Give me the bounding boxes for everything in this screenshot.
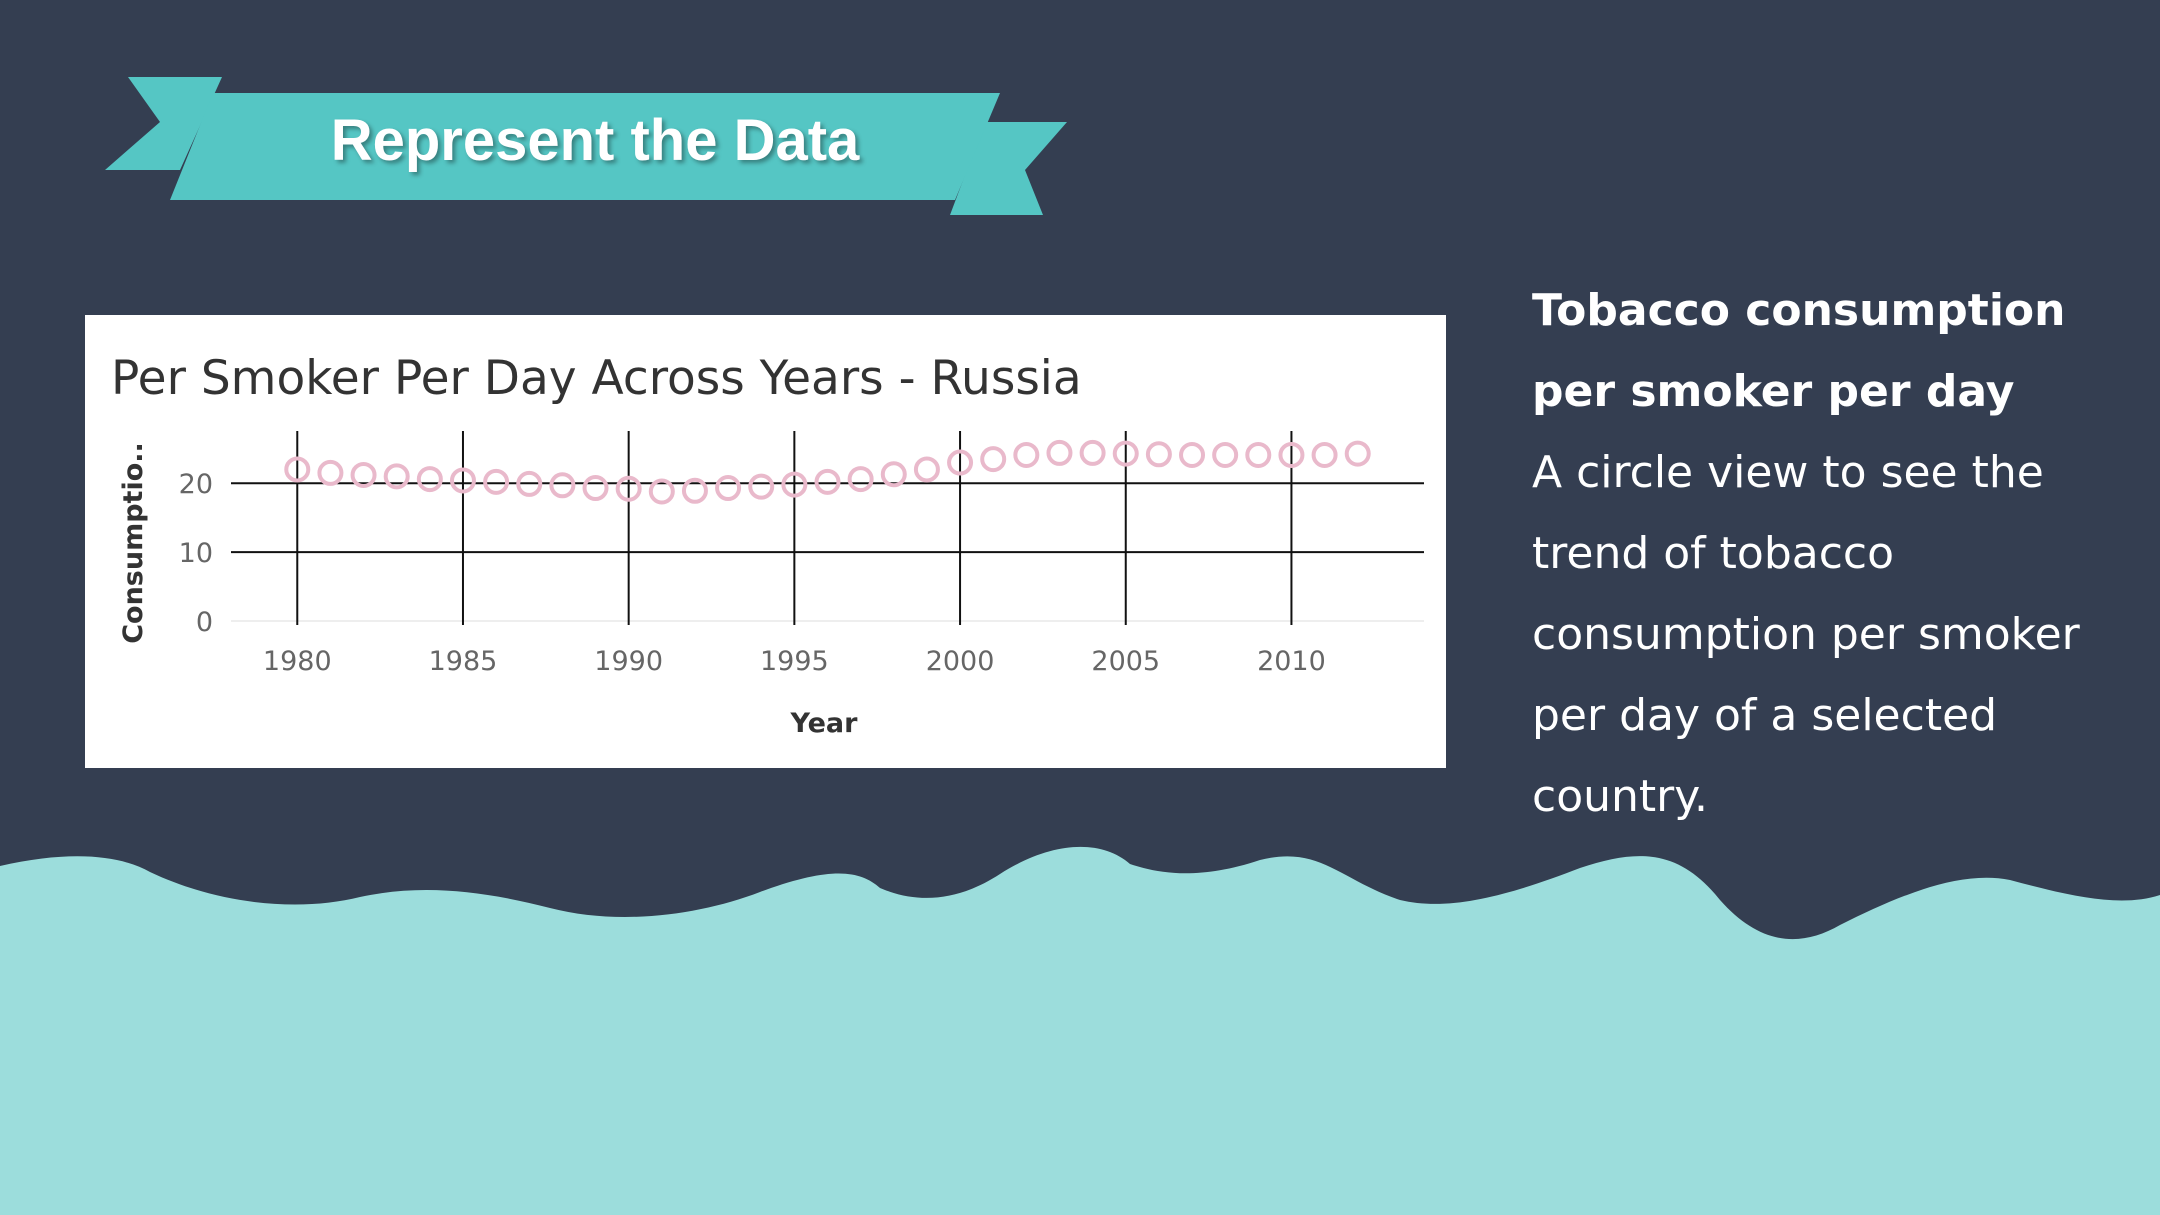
data-point [1145,441,1172,468]
data-point [317,459,344,486]
ribbon-left-tail [105,77,222,170]
chart-title: Per Smoker Per Day Across Years - Russia [111,351,1082,406]
data-point [1179,441,1206,468]
data-point [516,470,543,497]
y-tick-label: 20 [179,469,213,500]
data-point [1311,441,1338,468]
data-point [947,449,974,476]
data-point [748,473,775,500]
side-heading: Tobacco consumption per smoker per day [1532,285,2066,417]
data-point [383,463,410,490]
banner-title: Represent the Data [330,107,860,173]
x-tick-label: 1985 [429,646,498,677]
x-axis-title: Year [790,708,859,739]
data-point [350,461,377,488]
data-point [1079,439,1106,466]
data-point [913,456,940,483]
y-tick-label: 0 [196,607,213,638]
data-point [483,468,510,495]
ribbon-main-band [170,93,1000,200]
data-point [1112,440,1139,467]
data-point [1278,441,1305,468]
data-point [880,461,907,488]
x-tick-label: 2005 [1091,646,1160,677]
wave-shape [0,846,2160,1215]
side-description: A circle view to see the trend of tobacc… [1532,447,2080,822]
banner-ribbon [105,77,1067,215]
data-point [715,475,742,502]
data-point [416,466,443,493]
chart-card: Per Smoker Per Day Across Years - Russia… [85,315,1446,768]
data-point [549,472,576,499]
data-point [781,471,808,498]
data-point [648,478,675,505]
data-point [1245,441,1272,468]
data-point [449,467,476,494]
side-panel: Tobacco consumption per smoker per day A… [1532,270,2112,837]
x-tick-label: 2010 [1257,646,1326,677]
data-point [615,475,642,502]
x-tick-label: 1980 [263,646,332,677]
data-point [1046,439,1073,466]
data-point [582,475,609,502]
x-tick-label: 1990 [594,646,663,677]
data-point [1013,441,1040,468]
data-point [847,466,874,493]
data-point [814,468,841,495]
scatter-plot: 0 10 20 1980 1985 1990 1995 2000 2005 2010 Year Con… [118,431,1424,739]
y-axis-title: Consumptio.. [118,442,149,644]
data-point [1344,440,1371,467]
x-tick-label: 1995 [760,646,829,677]
y-tick-label: 10 [179,538,213,569]
data-point [284,456,311,483]
ribbon-right-tail [950,122,1067,215]
data-point [681,477,708,504]
data-point [1212,441,1239,468]
data-point [980,446,1007,473]
x-tick-label: 2000 [926,646,995,677]
